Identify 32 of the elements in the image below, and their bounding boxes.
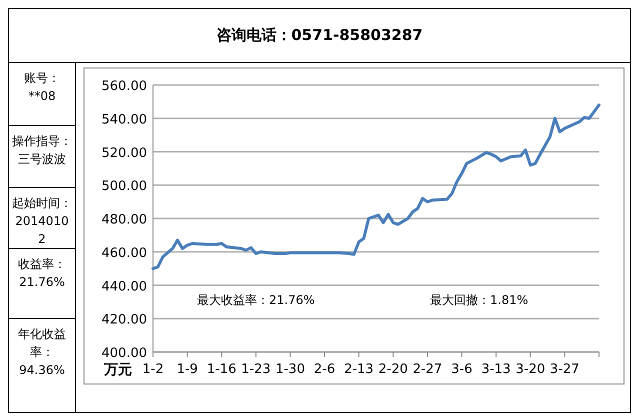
x-tick-label: 1-9 <box>176 362 198 377</box>
x-tick-label: 3-20 <box>516 362 546 377</box>
text: 账号：**08 <box>23 70 61 105</box>
x-tick-label: 2-20 <box>378 362 408 377</box>
x-tick-label: 1-16 <box>206 362 236 377</box>
y-tick-label: 400.00 <box>102 346 147 361</box>
text: 收益率：21.76% <box>17 256 67 291</box>
y-tick-label: 560.00 <box>102 79 147 94</box>
annotation: 最大回撤：1.81% <box>430 293 528 307</box>
line-series <box>152 104 600 270</box>
x-tick-label: 1-2 <box>142 362 164 377</box>
text: 年化收益率：94.36% <box>17 326 67 379</box>
x-tick-label: 2-13 <box>344 362 374 377</box>
y-axis-title: 万元 <box>103 362 132 378</box>
x-tick-label: 2-27 <box>412 362 442 377</box>
y-tick-label: 500.00 <box>102 179 147 194</box>
x-tick-label: 1-23 <box>241 362 271 377</box>
y-tick-label: 420.00 <box>102 312 147 328</box>
y-tick-label: 440.00 <box>102 279 147 294</box>
x-tick-label: 3-27 <box>550 362 580 377</box>
x-tick-label: 3-13 <box>481 362 511 377</box>
text: 咨询电话：0571-85803287 <box>8 8 631 63</box>
x-tick-label: 2-6 <box>314 362 336 377</box>
y-tick-label: 480.00 <box>102 212 147 228</box>
y-tick-label: 460.00 <box>102 246 147 261</box>
x-tick-label: 1-30 <box>275 362 305 377</box>
x-tick-label: 3-6 <box>451 362 472 377</box>
y-tick-label: 540.00 <box>102 112 147 128</box>
text: 起始时间：20140102 <box>12 195 72 248</box>
text: 操作指导：三号波波 <box>12 133 72 168</box>
y-tick-label: 520.00 <box>102 146 147 161</box>
annotation: 最大收益率：21.76% <box>197 293 315 307</box>
